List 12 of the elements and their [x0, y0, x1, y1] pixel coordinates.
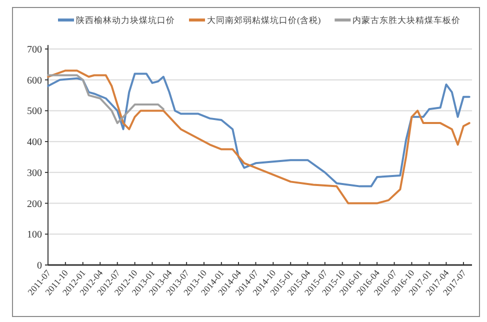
y-tick-label: 200 [27, 198, 42, 210]
legend-label: 内蒙古东胜大块精煤车板价 [352, 15, 461, 25]
y-tick-label: 0 [37, 260, 42, 272]
y-tick-label: 700 [27, 44, 42, 56]
legend-label: 陕西榆林动力块煤坑口价 [76, 15, 175, 25]
y-tick-label: 600 [27, 75, 42, 86]
legend-label: 大同南郊弱粘煤坑口价(含税) [207, 15, 321, 25]
y-tick-label: 300 [27, 168, 42, 179]
y-tick-label: 500 [27, 106, 42, 118]
y-tick-label: 100 [27, 230, 42, 241]
line-series [47, 74, 164, 124]
y-tick-label: 400 [27, 137, 42, 148]
